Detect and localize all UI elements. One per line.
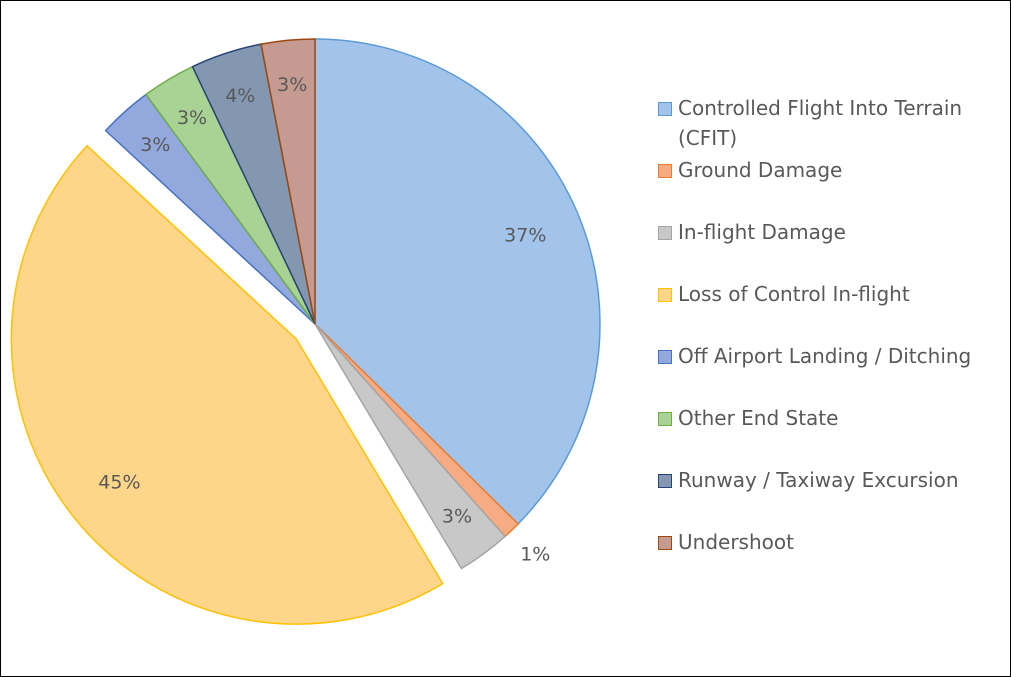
legend-label: In-flight Damage (678, 220, 846, 244)
legend-item: Ground Damage (658, 155, 988, 217)
legend-label: Ground Damage (678, 158, 843, 182)
legend-swatch (658, 226, 672, 240)
legend-item: Runway / Taxiway Excursion (658, 465, 988, 527)
legend-swatch (658, 412, 672, 426)
legend-swatch (658, 474, 672, 488)
legend-swatch (658, 288, 672, 302)
legend-label: Other End State (678, 406, 839, 430)
legend-label: Loss of Control In-flight (678, 282, 910, 306)
legend-label: Runway / Taxiway Excursion (678, 468, 959, 492)
data-label: 37% (504, 224, 546, 246)
legend-swatch (658, 536, 672, 550)
legend-item: Controlled Flight Into Terrain (CFIT) (658, 93, 988, 155)
legend-label: Undershoot (678, 530, 794, 554)
legend-swatch (658, 350, 672, 364)
pie-slice (314, 38, 601, 525)
data-label: 3% (177, 107, 207, 129)
pie-slice (260, 38, 316, 325)
data-label: 3% (442, 505, 472, 527)
legend-item: Other End State (658, 403, 988, 465)
legend-label: Controlled Flight Into Terrain (CFIT) (678, 96, 963, 150)
pie-slice (10, 144, 444, 625)
legend-item: Undershoot (658, 527, 988, 589)
pie-slice (314, 323, 507, 570)
legend: Controlled Flight Into Terrain (CFIT) Gro… (658, 93, 988, 589)
legend-item: Off Airport Landing / Ditching (658, 341, 988, 403)
legend-item: In-flight Damage (658, 217, 988, 279)
data-label: 1% (520, 544, 550, 566)
data-label: 3% (277, 74, 307, 96)
data-label: 3% (140, 134, 170, 156)
legend-swatch (658, 164, 672, 178)
legend-item: Loss of Control In-flight (658, 279, 988, 341)
data-label: 45% (98, 471, 140, 493)
data-label: 4% (225, 85, 255, 107)
legend-label: Off Airport Landing / Ditching (678, 344, 972, 368)
legend-swatch (658, 102, 672, 116)
